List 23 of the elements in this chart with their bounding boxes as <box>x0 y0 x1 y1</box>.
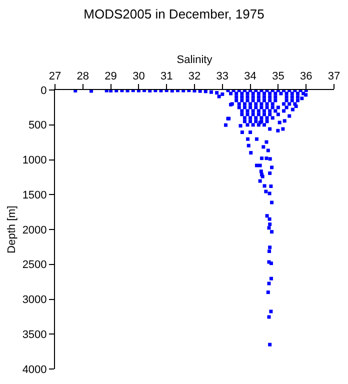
y-tick-label: 3500 <box>22 328 47 341</box>
x-tick-label: 27 <box>48 70 62 83</box>
y-tick-label: 2500 <box>22 259 47 272</box>
x-tick-label: 30 <box>132 70 145 83</box>
x-tick-label: 31 <box>160 70 173 83</box>
y-tick-label: 4000 <box>22 364 47 376</box>
x-tick-label: 35 <box>272 70 284 83</box>
x-tick-label: 28 <box>76 70 90 83</box>
x-tick-label: 34 <box>244 70 256 83</box>
y-tick-label: 0 <box>40 84 47 97</box>
x-tick-label: 29 <box>104 70 117 83</box>
x-tick-label: 32 <box>188 70 201 83</box>
y-tick-label: 1500 <box>22 189 47 202</box>
x-tick-label: 37 <box>328 70 340 83</box>
y-tick-label: 500 <box>28 120 47 132</box>
y-tick-label: 2000 <box>22 224 47 236</box>
y-axis-title: Depth [m] <box>6 206 18 254</box>
chart-title: MODS2005 in December, 1975 <box>84 6 264 22</box>
x-tick-label: 33 <box>216 70 229 83</box>
y-tick-label: 3000 <box>22 294 47 306</box>
y-tick-label: 1000 <box>22 154 47 167</box>
x-axis-title: Salinity <box>176 54 213 66</box>
x-tick-label: 36 <box>300 70 312 83</box>
